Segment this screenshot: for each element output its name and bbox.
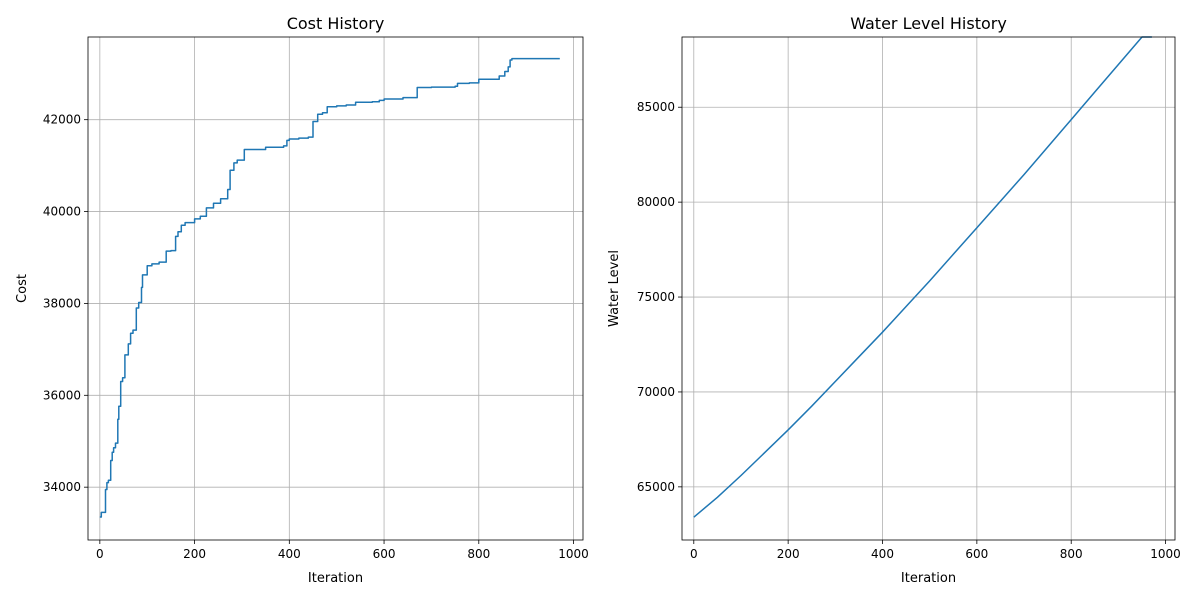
gridlines	[682, 37, 1175, 540]
axes-frame	[87, 36, 584, 541]
series-layer	[693, 36, 1152, 518]
x-tick-label: 400	[871, 547, 894, 561]
cost-history-chart: 0 200 400 600 800 1000 34000 36000 38000 40000 420…	[15, 14, 589, 586]
x-tick-label: 800	[467, 547, 490, 561]
y-axis-label: Cost	[15, 274, 30, 303]
y-tick-label: 85000	[637, 100, 675, 114]
y-tick-label: 75000	[637, 290, 675, 304]
x-tick-label: 0	[96, 547, 104, 561]
ticks: 0 200 400 600 800 1000 34000 36000 38000 40000 420…	[43, 113, 589, 561]
gridlines	[88, 37, 583, 540]
x-tick-label: 800	[1060, 547, 1083, 561]
x-tick-label: 1000	[1150, 547, 1181, 561]
x-axis-label: Iteration	[308, 571, 363, 586]
ticks: 0 200 400 600 800 1000 65000 70000 75000 80000 850…	[637, 100, 1181, 561]
chart-title: Cost History	[287, 14, 385, 33]
series-line	[693, 36, 1152, 518]
y-tick-label: 42000	[43, 113, 81, 127]
y-tick-label: 70000	[637, 385, 675, 399]
y-tick-label: 80000	[637, 195, 675, 209]
water-level-history-chart: 0 200 400 600 800 1000 65000 70000 75000 80000 850…	[607, 14, 1181, 586]
series-line	[99, 57, 560, 518]
x-tick-label: 200	[183, 547, 206, 561]
x-tick-label: 0	[690, 547, 698, 561]
series-layer	[99, 57, 560, 518]
y-tick-label: 38000	[43, 296, 81, 310]
x-tick-label: 1000	[558, 547, 589, 561]
y-tick-label: 36000	[43, 388, 81, 402]
y-tick-label: 65000	[637, 480, 675, 494]
x-tick-label: 400	[278, 547, 301, 561]
chart-title: Water Level History	[850, 14, 1007, 33]
y-tick-label: 40000	[43, 205, 81, 219]
x-axis-label: Iteration	[901, 571, 956, 586]
axes-frame	[681, 36, 1176, 541]
x-tick-label: 200	[777, 547, 800, 561]
y-axis-label: Water Level	[607, 250, 622, 327]
x-tick-label: 600	[373, 547, 396, 561]
x-tick-label: 600	[965, 547, 988, 561]
y-tick-label: 34000	[43, 480, 81, 494]
